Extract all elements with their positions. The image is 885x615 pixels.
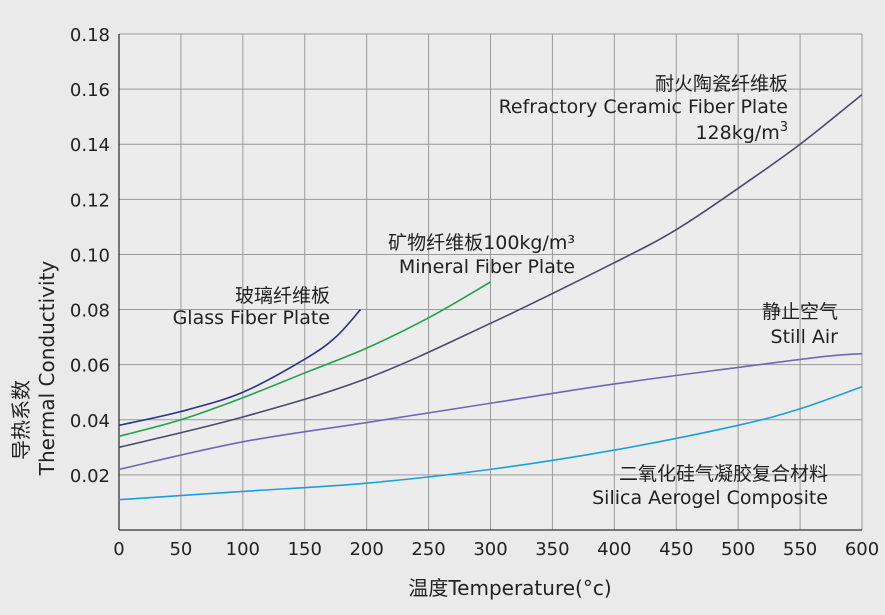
y-tick-label: 0.08 xyxy=(70,301,110,322)
x-tick-label: 0 xyxy=(113,539,124,560)
y-axis-title-en: Thermal Conductivity xyxy=(35,261,59,477)
y-tick-label: 0.18 xyxy=(70,25,110,46)
series-line-aerogel xyxy=(118,385,863,501)
series-label-mineral: 矿物纤维板100kg/m³ xyxy=(388,232,575,254)
series-label-ceramic: Refractory Ceramic Fiber Plate xyxy=(499,96,788,118)
series-label-mineral: Mineral Fiber Plate xyxy=(399,256,575,278)
series-label-glass: 玻璃纤维板 xyxy=(235,285,330,307)
y-tick-label: 0.04 xyxy=(70,411,110,432)
x-tick-label: 200 xyxy=(349,539,383,560)
axes: 0 50 100 150 200 250 300 350 400 450 500 550 600 0.02… xyxy=(70,25,879,560)
x-tick-label: 500 xyxy=(721,539,755,560)
y-tick-label: 0.16 xyxy=(70,80,110,101)
grid xyxy=(118,33,863,530)
x-tick-label: 600 xyxy=(845,539,879,560)
x-tick-label: 550 xyxy=(783,539,817,560)
series-label-ceramic: 耐火陶瓷纤维板 xyxy=(655,73,788,95)
y-tick-label: 0.14 xyxy=(70,135,110,156)
x-tick-label: 300 xyxy=(473,539,507,560)
series-line-air xyxy=(118,352,863,471)
y-tick-label: 0.10 xyxy=(70,245,110,266)
series-label-glass: Glass Fiber Plate xyxy=(173,307,330,329)
series-line-glass xyxy=(118,309,362,427)
series xyxy=(118,93,863,501)
series-label-aerogel: Silica Aerogel Composite xyxy=(592,487,828,509)
series-line-mineral xyxy=(118,281,491,438)
x-tick-label: 50 xyxy=(169,539,192,560)
x-tick-label: 100 xyxy=(226,539,260,560)
y-tick-label: 0.12 xyxy=(70,190,110,211)
x-tick-label: 450 xyxy=(659,539,693,560)
y-tick-label: 0.06 xyxy=(70,356,110,377)
series-line-ceramic xyxy=(118,93,863,449)
x-tick-label: 250 xyxy=(411,539,445,560)
series-label-air: 静止空气 xyxy=(762,301,838,323)
series-label-ceramic-density: 128kg/m3 xyxy=(695,120,788,144)
y-tick-label: 0.02 xyxy=(70,466,110,487)
y-axis-title-cn: 导热系数 xyxy=(9,380,33,460)
series-label-air: Still Air xyxy=(771,326,839,348)
series-label-aerogel: 二氧化硅气凝胶复合材料 xyxy=(619,463,828,485)
x-tick-label: 400 xyxy=(597,539,631,560)
x-axis-title: 温度Temperature(°c) xyxy=(408,576,611,600)
x-tick-label: 150 xyxy=(288,539,322,560)
x-tick-label: 350 xyxy=(535,539,569,560)
